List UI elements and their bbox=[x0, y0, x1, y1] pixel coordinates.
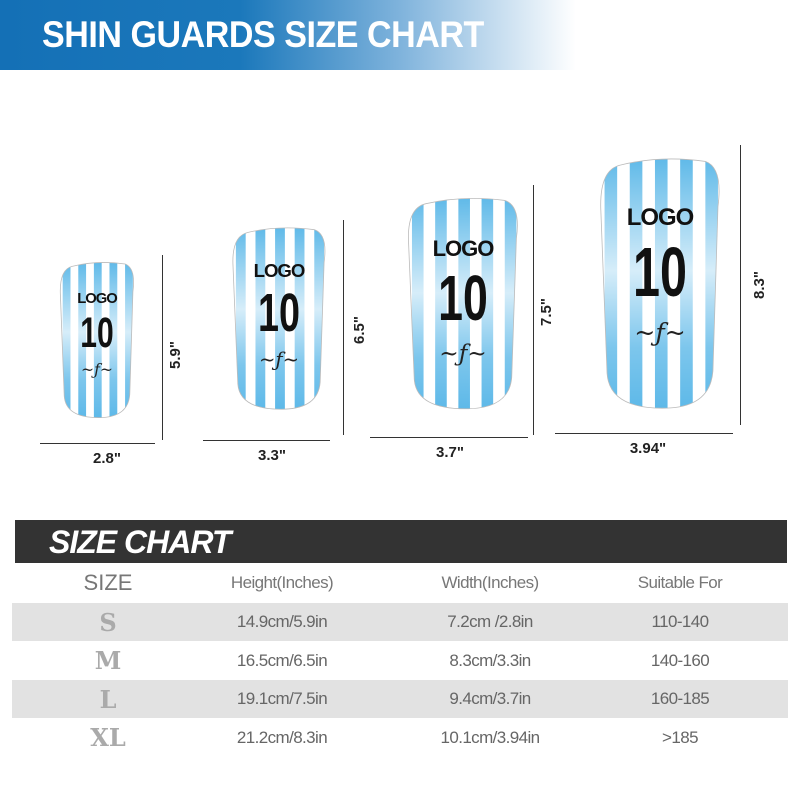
width-label: 3.3" bbox=[258, 447, 286, 464]
height-label: 6.5" bbox=[350, 316, 368, 344]
cell-suitable-for: 110-140 bbox=[651, 612, 710, 631]
height-label: 8.3" bbox=[750, 271, 768, 299]
header-height: Height(Inches) bbox=[230, 573, 334, 592]
width-dimension-line bbox=[555, 433, 733, 434]
height-label: 7.5" bbox=[537, 298, 555, 326]
height-dimension-line bbox=[740, 145, 741, 425]
height-dimension-line bbox=[343, 220, 344, 435]
jersey-number: 10 bbox=[258, 282, 300, 343]
signature-icon: ~ƒ~ bbox=[634, 318, 686, 348]
cell-width: 10.1cm/3.94in bbox=[440, 727, 541, 747]
width-label: 3.7" bbox=[436, 444, 464, 461]
width-label: 2.8" bbox=[93, 450, 121, 467]
height-dimension-line bbox=[162, 255, 163, 440]
cell-size: M bbox=[94, 646, 122, 675]
shin-guard-m: LOGO 10 ~ƒ~ bbox=[230, 225, 328, 412]
shin-guard-s: LOGO 10 ~ƒ~ bbox=[58, 260, 136, 420]
cell-width: 8.3cm/3.3in bbox=[449, 650, 531, 670]
cell-suitable-for: >185 bbox=[662, 727, 699, 747]
width-dimension-line bbox=[370, 437, 528, 438]
header-suitable-for: Suitable For bbox=[637, 573, 723, 592]
cell-height: 19.1cm/7.5in bbox=[236, 689, 328, 708]
height-label: 5.9" bbox=[166, 341, 184, 369]
logo-text: LOGO bbox=[432, 236, 495, 262]
signature-icon: ~ƒ~ bbox=[81, 360, 113, 379]
logo-text: LOGO bbox=[253, 260, 306, 282]
jersey-number: 10 bbox=[438, 261, 488, 334]
header-width: Width(Inches) bbox=[441, 573, 539, 592]
cell-height: 14.9cm/5.9in bbox=[236, 612, 328, 631]
logo-text: LOGO bbox=[77, 291, 118, 307]
page-title: SHIN GUARDS SIZE CHART bbox=[42, 14, 484, 55]
table-row: M 16.5cm/6.5in 8.3cm/3.3in 140-160 bbox=[12, 642, 788, 680]
shin-guard-xl: LOGO 10 ~ƒ~ bbox=[597, 155, 723, 412]
shin-guard-l: LOGO 10 ~ƒ~ bbox=[405, 195, 521, 412]
size-chart-title: SIZE CHART bbox=[49, 524, 231, 560]
title-banner: SHIN GUARDS SIZE CHART bbox=[0, 0, 800, 70]
jersey-number: 10 bbox=[80, 308, 114, 357]
table-row: S 14.9cm/5.9in 7.2cm /2.8in 110-140 bbox=[12, 603, 788, 641]
header-size: SIZE bbox=[83, 570, 133, 595]
width-dimension-line bbox=[40, 443, 155, 444]
signature-icon: ~ƒ~ bbox=[258, 347, 300, 371]
table-row: L 19.1cm/7.5in 9.4cm/3.7in 160-185 bbox=[12, 680, 788, 718]
width-label: 3.94" bbox=[629, 440, 667, 457]
jersey-number: 10 bbox=[633, 233, 687, 312]
logo-text: LOGO bbox=[626, 204, 694, 232]
size-chart-header-bar: SIZE CHART bbox=[15, 520, 787, 563]
table-row: XL 21.2cm/8.3in 10.1cm/3.94in >185 bbox=[12, 719, 788, 757]
width-dimension-line bbox=[203, 440, 330, 441]
cell-suitable-for: 140-160 bbox=[650, 650, 710, 670]
cell-width: 7.2cm /2.8in bbox=[447, 612, 533, 631]
cell-height: 16.5cm/6.5in bbox=[236, 650, 328, 670]
cell-height: 21.2cm/8.3in bbox=[236, 727, 328, 747]
cell-width: 9.4cm/3.7in bbox=[449, 689, 531, 708]
signature-icon: ~ƒ~ bbox=[439, 339, 487, 367]
cell-suitable-for: 160-185 bbox=[650, 689, 710, 708]
height-dimension-line bbox=[533, 185, 534, 435]
cell-size: S bbox=[99, 607, 117, 637]
cell-size: XL bbox=[90, 723, 126, 752]
table-header-row: SIZE Height(Inches) Width(Inches) Suitab… bbox=[12, 563, 788, 603]
cell-size: L bbox=[99, 684, 117, 714]
